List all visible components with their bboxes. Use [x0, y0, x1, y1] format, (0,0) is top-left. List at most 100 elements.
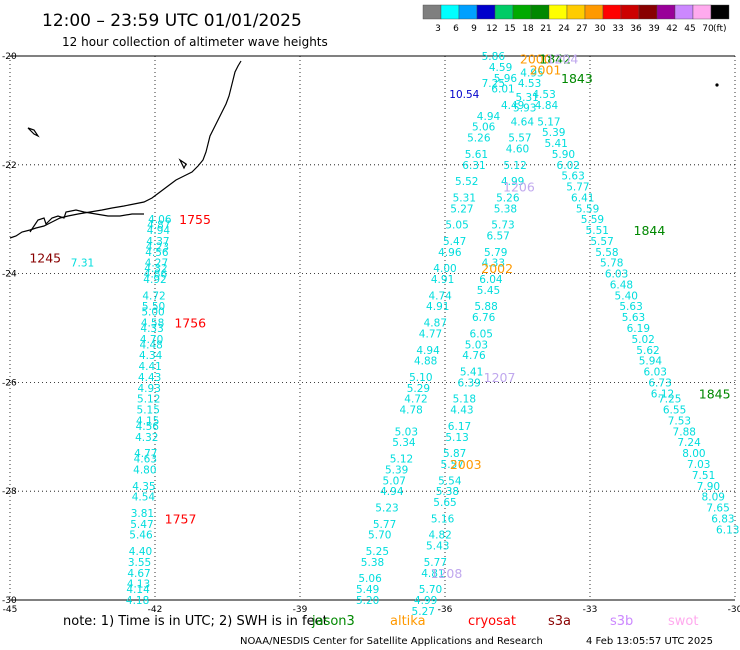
colorbar-swatch [512, 4, 532, 20]
wave-height-value: 6.04 [479, 274, 503, 286]
pass-time-label: 1207 [484, 370, 516, 385]
coastline-lagoon [29, 209, 144, 233]
satellite-s3a-label: s3a [548, 614, 571, 629]
colorbar-swatch [530, 4, 550, 20]
wave-height-value: 4.91 [431, 274, 454, 286]
wave-height-value: 5.52 [455, 176, 478, 188]
colorbar-label: 6 [453, 24, 459, 34]
latitude-tick-label: -20 [2, 52, 17, 62]
wave-height-value: 6.73 [648, 377, 671, 389]
colorbar-label: 45 [684, 24, 695, 34]
wave-height-value: 5.40 [615, 290, 638, 302]
wave-height-value: 4.86 [144, 269, 168, 281]
wave-height-value: 4.00 [433, 263, 456, 275]
latitude-tick-label: -24 [2, 270, 17, 280]
wave-height-value: 5.26 [496, 192, 520, 204]
wave-height-value: 5.47 [130, 519, 153, 531]
pass-time-label: 1844 [634, 223, 666, 238]
wave-height-value: 4.76 [462, 350, 486, 362]
wave-height-value: 4.06 [148, 214, 172, 226]
wave-height-value: 5.39 [542, 127, 565, 139]
wave-height-value: 4.72 [142, 290, 165, 302]
wave-height-value: 5.06 [358, 573, 382, 585]
wave-height-value: 5.57 [441, 459, 464, 471]
colorbar-swatch [638, 4, 658, 20]
wave-height-value: 4.56 [136, 421, 160, 433]
wave-height-value: 3.81 [131, 508, 154, 520]
wave-height-value: 7.65 [706, 503, 729, 515]
wave-height-value: 5.57 [508, 133, 531, 145]
wave-height-value: 5.41 [460, 367, 483, 379]
wave-height-value: 4.72 [404, 394, 427, 406]
colorbar-swatch [422, 4, 442, 20]
wave-height-value: 4.94 [147, 225, 171, 237]
wave-height-value: 5.13 [445, 432, 468, 444]
wave-height-value: 5.88 [474, 301, 497, 313]
colorbar-label: 30 [594, 24, 606, 34]
wave-height-value: 5.31 [453, 192, 476, 204]
latitude-tick-label: -28 [2, 487, 17, 497]
latitude-tick-label: -22 [2, 161, 17, 171]
wave-height-value: 4.37 [146, 236, 169, 248]
wave-height-value: 5.31 [515, 92, 538, 104]
wave-height-value: 6.02 [557, 160, 580, 172]
wave-height-value: 5.07 [383, 475, 406, 487]
wave-height-value: 5.62 [636, 345, 659, 357]
wave-height-value: 4.80 [133, 464, 156, 476]
colorbar-swatch [620, 4, 640, 20]
wave-height-value: 5.15 [137, 405, 160, 417]
coastline [9, 60, 719, 239]
colorbar-swatch [440, 4, 460, 20]
timestamp-text: 4 Feb 13:05:57 UTC 2025 [586, 636, 713, 647]
wave-height-value: 7.51 [692, 470, 715, 482]
wave-height-value: 5.65 [433, 497, 456, 509]
wave-height-value: 5.34 [392, 437, 416, 449]
wave-height-value: 4.63 [134, 454, 157, 466]
wave-height-value: 4.87 [147, 220, 170, 232]
colorbar-swatch [602, 4, 622, 20]
wave-height-value: 4.94 [416, 345, 440, 357]
wave-height-value: 6.55 [663, 405, 686, 417]
colorbar-label: 39 [648, 24, 660, 34]
wave-height-value: 5.25 [366, 546, 389, 558]
satellite-altika-label: altika [390, 614, 426, 629]
wave-height-value: 4.53 [532, 89, 555, 101]
wave-height-value: 4.33 [482, 258, 505, 270]
wave-height-value: 4.96 [438, 247, 462, 259]
wave-height-value: 5.87 [443, 448, 466, 460]
colorbar-swatch [458, 4, 478, 20]
wave-height-value: 5.39 [385, 464, 408, 476]
wave-height-value: 6.03 [644, 367, 667, 379]
wave-height-value: 5.12 [390, 454, 413, 466]
wave-height-value: 5.27 [450, 203, 473, 215]
grid-lines [9, 55, 736, 601]
wave-height-value: 4.91 [426, 301, 449, 313]
wave-height-value: 4.74 [428, 290, 452, 302]
wave-height-value: 5.78 [600, 258, 623, 270]
wave-height-value: 5.57 [590, 236, 613, 248]
wave-height-value: 4.15 [136, 415, 159, 427]
longitude-tick-label: -30 [728, 605, 740, 615]
colorbar-label: 42 [666, 24, 677, 34]
wave-height-value: 4.32 [135, 432, 158, 444]
wave-height-value: 4.48 [139, 339, 162, 351]
wave-height-value: 5.58 [595, 247, 618, 259]
satellite-swot-label: swot [668, 614, 698, 629]
wave-height-value: 5.45 [477, 285, 500, 297]
wave-height-value: 5.18 [453, 394, 476, 406]
wave-height-value: 4.67 [127, 568, 150, 580]
wave-height-value: 4.88 [414, 356, 437, 368]
pass-time-label: 2000 [520, 52, 552, 67]
wave-height-value: 5.96 [494, 73, 518, 85]
wave-height-value: 4.35 [132, 481, 155, 493]
wave-height-value: 7.53 [668, 415, 691, 427]
colorbar-swatch [548, 4, 568, 20]
wave-height-value: 5.00 [141, 307, 164, 319]
wave-height-value: 4.59 [489, 62, 512, 74]
wave-height-value: 5.63 [622, 312, 645, 324]
wave-height-value: 8.09 [702, 492, 725, 504]
island-shape [178, 158, 187, 170]
wave-height-value: 5.59 [576, 203, 599, 215]
map-title: 12:00 – 23:59 UTC 01/01/2025 [42, 11, 302, 31]
colorbar-legend: 3 6 9 12 15 18 21 24 27 30 33 36 39 42 45 70 (ft) [422, 4, 730, 34]
